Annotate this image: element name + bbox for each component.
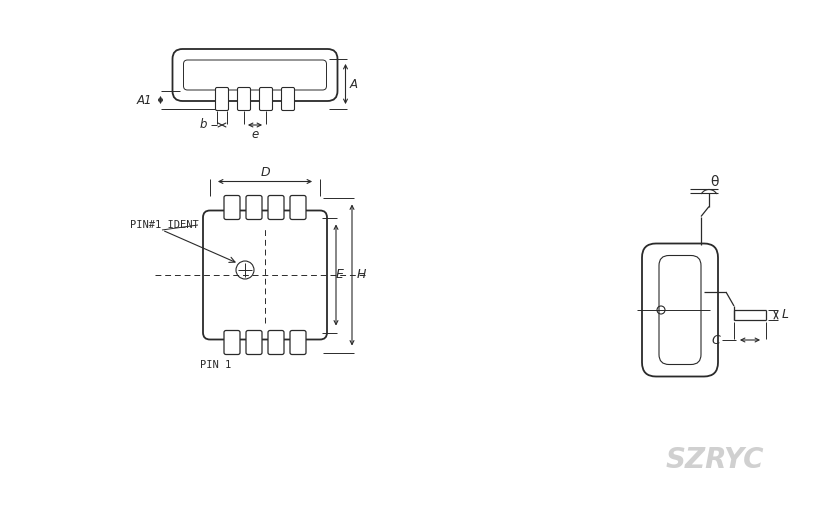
Text: H: H	[357, 269, 366, 281]
FancyBboxPatch shape	[268, 195, 284, 220]
Text: e: e	[252, 127, 258, 140]
Text: b: b	[199, 119, 207, 131]
FancyBboxPatch shape	[224, 330, 240, 355]
Text: θ: θ	[711, 176, 719, 189]
Text: C: C	[711, 333, 721, 346]
FancyBboxPatch shape	[237, 87, 251, 111]
Text: L: L	[781, 309, 789, 322]
FancyBboxPatch shape	[246, 330, 262, 355]
FancyBboxPatch shape	[642, 243, 718, 377]
FancyBboxPatch shape	[172, 49, 337, 101]
Text: PIN 1: PIN 1	[200, 360, 232, 370]
Text: SZRYC: SZRYC	[666, 446, 764, 474]
FancyBboxPatch shape	[282, 87, 295, 111]
FancyBboxPatch shape	[659, 256, 701, 365]
FancyBboxPatch shape	[216, 87, 228, 111]
FancyBboxPatch shape	[246, 195, 262, 220]
FancyBboxPatch shape	[203, 211, 327, 339]
FancyBboxPatch shape	[260, 87, 272, 111]
FancyBboxPatch shape	[183, 60, 327, 90]
FancyBboxPatch shape	[224, 195, 240, 220]
Text: PIN#1 IDENT: PIN#1 IDENT	[130, 220, 199, 230]
Text: A1: A1	[137, 93, 152, 107]
FancyBboxPatch shape	[290, 195, 306, 220]
Text: E: E	[336, 269, 344, 281]
FancyBboxPatch shape	[268, 330, 284, 355]
Text: A: A	[350, 77, 357, 90]
FancyBboxPatch shape	[290, 330, 306, 355]
Text: D: D	[260, 166, 270, 179]
